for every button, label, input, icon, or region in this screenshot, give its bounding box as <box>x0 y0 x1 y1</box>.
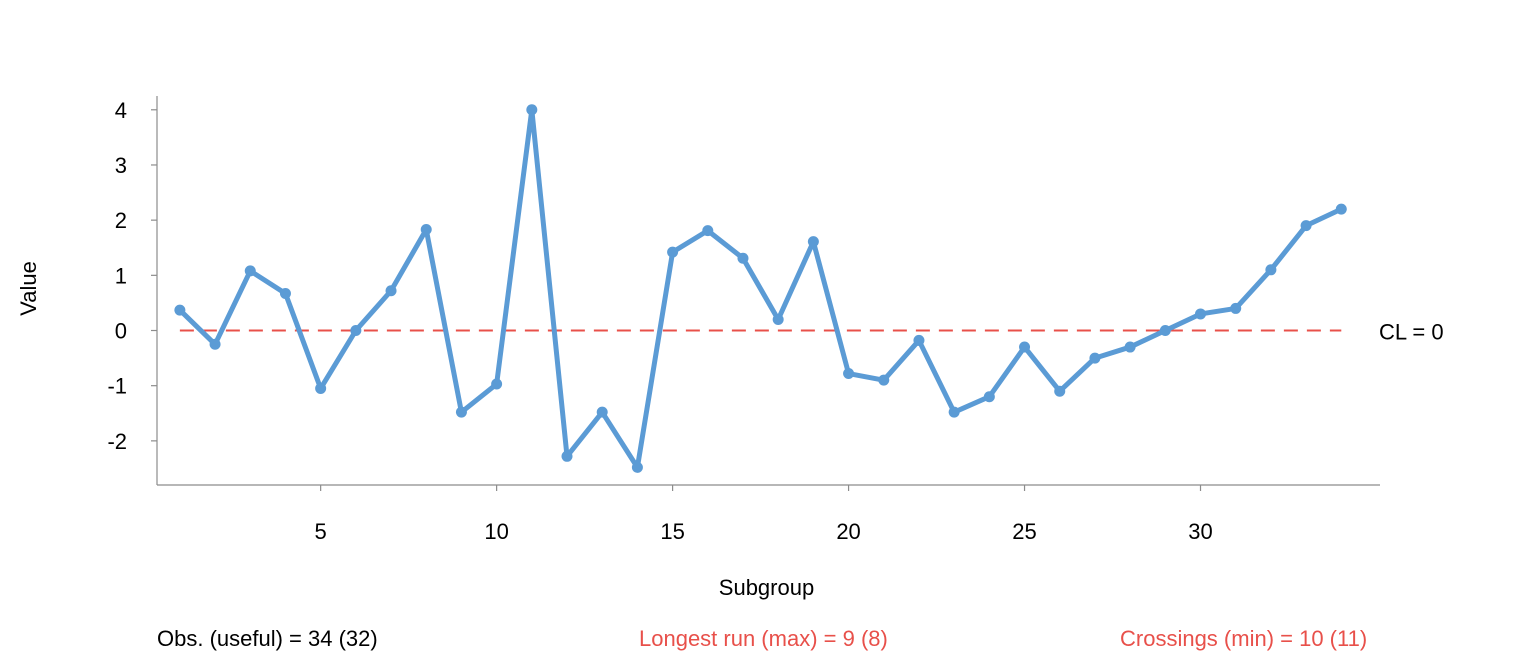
x-tick-label: 15 <box>660 519 684 544</box>
y-axis-title: Value <box>16 261 41 316</box>
data-point <box>631 461 643 473</box>
data-point <box>455 406 467 418</box>
series-group <box>174 104 1347 473</box>
data-point <box>1195 308 1207 320</box>
y-tick-label: 3 <box>115 153 127 178</box>
data-point <box>1335 203 1347 215</box>
data-point <box>667 246 679 258</box>
series-line <box>177 107 1344 470</box>
data-point <box>596 406 608 418</box>
center-line-group: CL = 0 <box>179 320 1444 345</box>
data-point <box>913 334 925 346</box>
data-point <box>315 382 327 394</box>
data-point <box>983 391 995 403</box>
data-point <box>843 368 855 380</box>
axes: -2 -1 0 1 2 3 4 5 10 15 20 25 30 <box>107 96 1380 544</box>
footer-observations: Obs. (useful) = 34 (32) <box>157 626 378 651</box>
footer-longest-run: Longest run (max) = 9 (8) <box>639 626 888 651</box>
x-axis-title: Subgroup <box>719 575 814 600</box>
data-point <box>350 325 362 337</box>
data-point <box>772 313 784 325</box>
data-point <box>1265 264 1277 276</box>
y-tick-label: 4 <box>115 98 127 123</box>
y-tick-label: -1 <box>107 374 127 399</box>
x-ticks: 5 10 15 20 25 30 <box>315 485 1213 544</box>
center-line-label: CL = 0 <box>1379 320 1444 345</box>
x-tick-label: 20 <box>836 519 860 544</box>
data-point <box>1230 302 1242 314</box>
data-point <box>1019 341 1031 353</box>
x-tick-label: 10 <box>484 519 508 544</box>
data-point <box>1089 352 1101 364</box>
data-point <box>420 224 432 236</box>
data-point <box>1124 341 1136 353</box>
data-point <box>491 378 503 390</box>
y-tick-label: 2 <box>115 208 127 233</box>
data-point <box>948 406 960 418</box>
y-tick-label: 0 <box>115 319 127 344</box>
footer-crossings: Crossings (min) = 10 (11) <box>1120 626 1368 651</box>
data-point <box>878 374 890 386</box>
y-tick-label: -2 <box>107 429 127 454</box>
data-point <box>1159 325 1171 337</box>
data-point <box>1054 385 1066 397</box>
x-tick-label: 30 <box>1188 519 1212 544</box>
data-point <box>561 450 573 462</box>
data-point <box>244 265 256 277</box>
data-point <box>279 288 291 300</box>
data-point <box>702 225 714 237</box>
y-ticks: -2 -1 0 1 2 3 4 <box>107 98 157 454</box>
data-point <box>209 338 221 350</box>
data-point <box>1300 220 1312 232</box>
data-point <box>807 236 819 248</box>
x-tick-label: 25 <box>1012 519 1036 544</box>
x-tick-label: 5 <box>315 519 327 544</box>
data-point <box>174 304 186 316</box>
data-point <box>526 104 538 116</box>
data-point <box>385 285 397 297</box>
data-point <box>737 252 749 264</box>
y-tick-label: 1 <box>115 263 127 288</box>
